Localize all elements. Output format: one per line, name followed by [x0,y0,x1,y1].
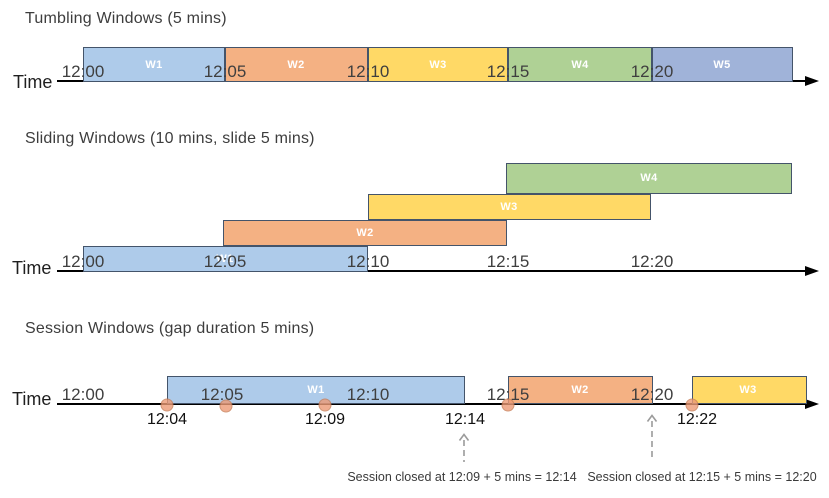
tumbling-window-w4 [508,47,652,82]
session-close-annotation-2: Session closed at 12:15 + 5 mins = 12:20 [587,470,817,484]
session-window-w1-label: W1 [307,384,325,396]
session-close-arrow-2-icon [646,414,658,459]
sliding-axis-arrowhead-icon [805,266,819,276]
sliding-window-w1-label: W1 [216,253,234,265]
tumbling-window-w3 [368,47,508,82]
tumbling-window-w4-label: W4 [571,59,589,71]
tumbling-tick-1200: 12:00 [61,62,105,81]
sliding-window-w2 [223,220,507,246]
event-label-1222: 12:22 [676,411,718,428]
sliding-window-w3 [368,194,651,220]
tumbling-tick-1220: 12:20 [630,62,674,81]
session-tick-1215: 12:15 [486,385,530,404]
tumbling-tick-1210: 12:10 [346,62,390,81]
sliding-time-axis-label: Time [12,258,52,278]
event-dot-1222 [685,398,699,412]
sliding-window-w1 [83,246,368,272]
sliding-window-w2-label: W2 [356,227,374,239]
tumbling-window-w5-label: W5 [713,59,731,71]
session-window-w1 [167,376,465,404]
session-axis-line [57,403,807,405]
tumbling-window-w5 [652,47,793,82]
tumbling-axis-arrowhead-icon [805,76,819,86]
session-close-annotation-1: Session closed at 12:09 + 5 mins = 12:14 [347,470,577,484]
sliding-title: Sliding Windows (10 mins, slide 5 mins) [25,130,315,147]
session-window-w2-label: W2 [571,384,589,396]
session-tick-1200: 12:00 [61,385,105,404]
sliding-tick-1215: 12:15 [486,252,530,271]
sliding-window-w3-label: W3 [500,201,518,213]
tumbling-window-w1 [83,47,225,82]
event-label-1209: 12:09 [304,411,346,428]
session-window-w3 [692,376,807,404]
event-dot-1215 [501,398,515,412]
session-tick-1210: 12:10 [346,385,390,404]
tumbling-window-w2 [225,47,368,82]
session-axis-arrowhead-icon [805,399,819,409]
sliding-tick-1200: 12:00 [61,252,105,271]
event-label-1204: 12:04 [146,411,188,428]
event-dot-1205 [219,399,233,413]
session-window-w2 [508,376,653,404]
session-time-axis-label: Time [12,389,52,409]
event-dot-1204 [160,398,174,412]
sliding-window-w4 [506,163,792,194]
session-title: Session Windows (gap duration 5 mins) [25,320,315,337]
tumbling-window-w3-label: W3 [429,59,447,71]
tumbling-title: Tumbling Windows (5 mins) [25,10,227,27]
event-dot-1209 [318,398,332,412]
sliding-tick-1220: 12:20 [630,252,674,271]
tumbling-window-w2-label: W2 [287,59,305,71]
tumbling-tick-1215: 12:15 [486,62,530,81]
session-tick-1220: 12:20 [630,385,674,404]
session-window-w3-label: W3 [739,384,757,396]
session-close-arrow-1-icon [458,433,470,462]
tumbling-tick-1205: 12:05 [203,62,247,81]
sliding-tick-1210: 12:10 [346,252,390,271]
tumbling-window-w1-label: W1 [145,59,163,71]
event-label-1214: 12:14 [444,411,486,428]
session-tick-1205: 12:05 [200,385,244,404]
sliding-tick-1205: 12:05 [203,252,247,271]
sliding-axis-line [57,270,807,272]
sliding-window-w4-label: W4 [640,172,658,184]
tumbling-time-axis-label: Time [13,72,53,92]
